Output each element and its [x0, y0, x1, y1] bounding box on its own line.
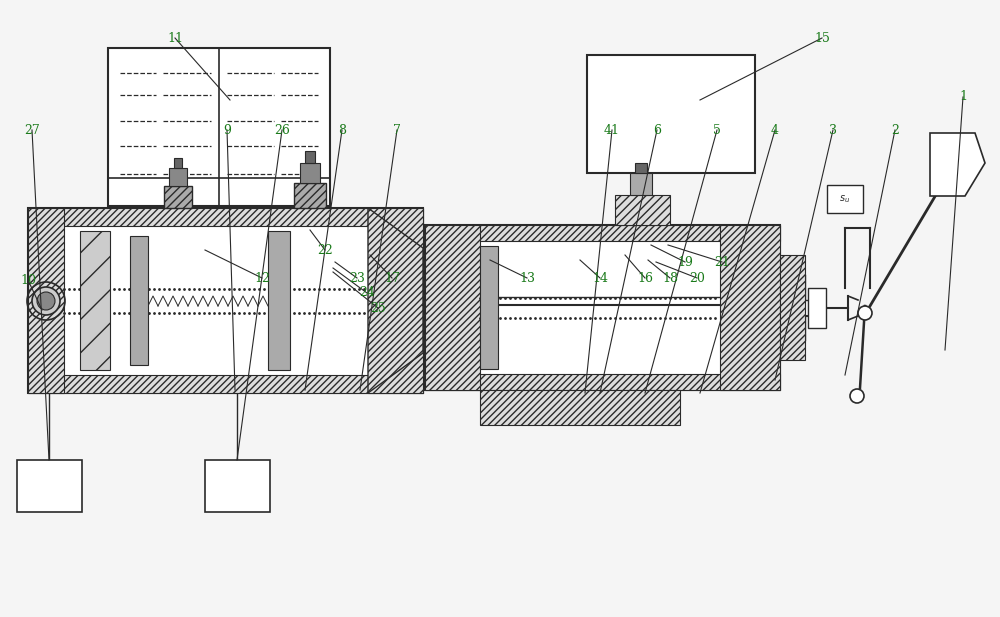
Bar [720, 225, 780, 390]
Bar [28, 208, 423, 226]
Text: 15: 15 [814, 31, 830, 44]
Bar [28, 208, 64, 393]
Text: 41: 41 [604, 123, 620, 136]
Bar [28, 208, 423, 393]
Bar [480, 241, 720, 374]
Circle shape [37, 292, 55, 310]
Bar [108, 48, 330, 206]
Text: 9: 9 [223, 123, 231, 136]
Text: 11: 11 [167, 31, 183, 44]
Bar [635, 163, 647, 173]
Text: 27: 27 [24, 123, 40, 136]
Bar [615, 195, 670, 225]
Text: 1: 1 [959, 91, 967, 104]
Bar [130, 236, 148, 365]
Text: 4: 4 [771, 123, 779, 136]
Text: 26: 26 [274, 123, 290, 136]
Circle shape [858, 306, 872, 320]
Bar [587, 55, 755, 173]
Bar [17, 460, 82, 512]
Polygon shape [930, 133, 985, 196]
Text: 16: 16 [637, 271, 653, 284]
Text: 7: 7 [393, 123, 401, 136]
Bar [368, 208, 423, 393]
Bar [169, 168, 187, 186]
Bar [808, 288, 826, 328]
Text: 10: 10 [20, 273, 36, 286]
Bar [827, 185, 863, 213]
Bar [425, 374, 780, 390]
Bar [205, 460, 270, 512]
Text: 24: 24 [359, 286, 375, 299]
Text: $s_u$: $s_u$ [839, 193, 851, 205]
Bar [28, 375, 423, 393]
Bar [268, 231, 290, 370]
Text: 14: 14 [592, 271, 608, 284]
Text: 17: 17 [384, 271, 400, 284]
Circle shape [850, 389, 864, 403]
Bar [300, 163, 320, 183]
Bar [174, 158, 182, 168]
Bar [164, 186, 192, 208]
Bar [64, 226, 368, 375]
Text: 8: 8 [338, 123, 346, 136]
Polygon shape [368, 208, 423, 393]
Text: 12: 12 [254, 271, 270, 284]
Bar [425, 225, 480, 390]
Text: 20: 20 [689, 271, 705, 284]
Text: 19: 19 [677, 255, 693, 268]
Bar [780, 255, 805, 360]
Text: 18: 18 [662, 271, 678, 284]
Text: 23: 23 [349, 271, 365, 284]
Text: 25: 25 [370, 302, 386, 315]
Text: 5: 5 [713, 123, 721, 136]
Bar [294, 183, 326, 208]
Bar [425, 225, 780, 390]
Text: 13: 13 [519, 271, 535, 284]
Bar [305, 151, 315, 163]
Text: 22: 22 [317, 244, 333, 257]
Text: 2: 2 [891, 123, 899, 136]
Circle shape [32, 287, 60, 315]
Bar [480, 390, 680, 425]
Bar [80, 231, 110, 370]
Bar [425, 225, 780, 241]
Text: 3: 3 [829, 123, 837, 136]
Text: 6: 6 [653, 123, 661, 136]
Bar [630, 173, 652, 195]
Text: 21: 21 [714, 255, 730, 268]
Bar [480, 246, 498, 369]
